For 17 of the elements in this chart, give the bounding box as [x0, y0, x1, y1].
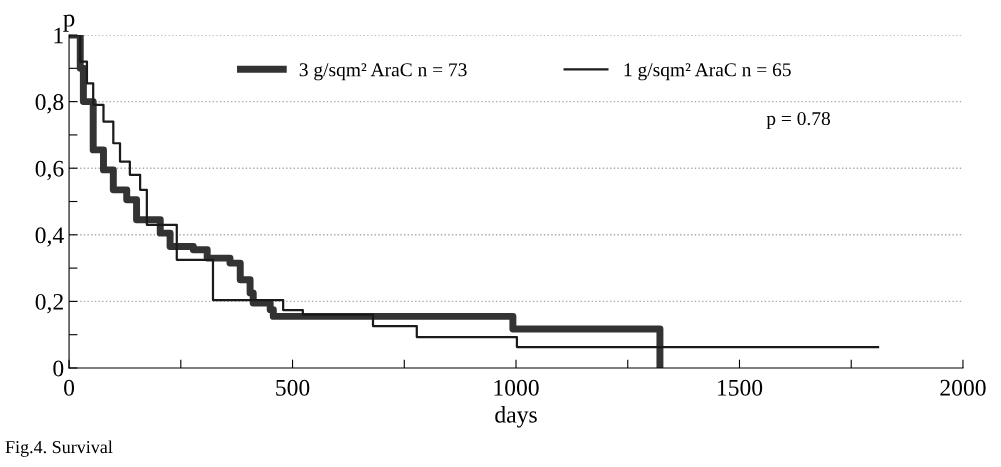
y-tick-label: 0,8 — [35, 94, 64, 114]
x-tick-label: 2000 — [940, 379, 986, 396]
y-tick-label: 0,4 — [35, 227, 64, 247]
legend-label: 3 g/sqm² AraC n = 73 — [299, 63, 467, 81]
caption: Fig.4. Survival — [5, 440, 113, 457]
x-axis-title: days — [495, 406, 537, 428]
y-tick-label: 0,2 — [35, 293, 63, 314]
x-tick-label: 500 — [276, 379, 310, 396]
legend-label: 1 g/sqm² AraC n = 65 — [624, 63, 791, 81]
y-tick-label: 0 — [53, 360, 64, 377]
x-tick-label: 1500 — [717, 379, 763, 396]
y-tick-label: 1 — [54, 27, 63, 44]
y-axis-title: p — [63, 14, 75, 32]
x-tick-label: 1000 — [494, 379, 539, 396]
x-tick-label: 0 — [64, 379, 75, 396]
annotation: p = 0.78 — [766, 112, 830, 130]
y-tick-label: 0,6 — [35, 160, 64, 181]
